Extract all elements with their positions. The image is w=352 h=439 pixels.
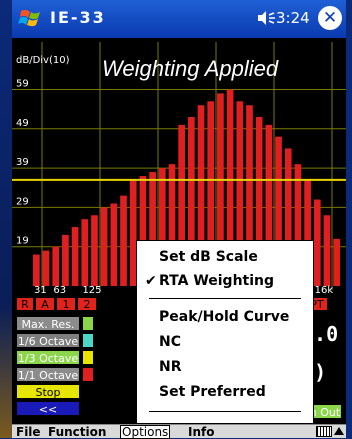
- mode-key: [82, 316, 94, 331]
- x-tick-label: 31: [34, 285, 47, 294]
- bar: [110, 203, 118, 286]
- menu-item-nr[interactable]: NR: [159, 359, 182, 375]
- sip-arrow-icon[interactable]: [334, 427, 344, 435]
- keyboard-icon[interactable]: [316, 426, 332, 437]
- windows-start-icon[interactable]: [18, 6, 44, 32]
- device-screen: IE-33 3:24 ✕ 59 49 39 29 19 31 63 125 16k dB/Div…: [12, 0, 346, 439]
- menu-item-peak-hold-curve[interactable]: Peak/Hold Curve: [159, 309, 290, 325]
- bar: [42, 250, 50, 286]
- x-tick-label: 125: [82, 285, 101, 294]
- clock[interactable]: 3:24: [276, 9, 310, 27]
- bar: [284, 148, 292, 286]
- bar: [275, 136, 282, 286]
- right-border: [344, 0, 352, 438]
- bar: [323, 215, 331, 286]
- mode-button[interactable]: 1/1 Octave: [16, 367, 80, 382]
- y-axis-label: dB/Div(10): [16, 55, 70, 66]
- bar: [52, 246, 60, 286]
- mode-key: [82, 367, 94, 382]
- bar: [139, 175, 147, 286]
- indicator-flag[interactable]: 2: [77, 297, 97, 311]
- bar: [246, 105, 253, 286]
- volume-icon[interactable]: [256, 7, 276, 29]
- rta-chart-svg: 59 49 39 29 19 31 63 125 16k: [12, 42, 346, 296]
- bar: [207, 101, 215, 286]
- bar: [120, 195, 127, 286]
- bar: [304, 179, 311, 286]
- menu-function[interactable]: Function: [48, 425, 107, 439]
- bar: [33, 254, 40, 286]
- menu-item-rta-weighting[interactable]: RTA Weighting: [159, 273, 275, 289]
- bar: [197, 105, 205, 286]
- menu-bar: File Function Options Info: [12, 424, 346, 439]
- y-tick-label: 49: [16, 118, 29, 129]
- bar: [81, 219, 89, 286]
- close-button[interactable]: ✕: [318, 6, 342, 30]
- menu-file[interactable]: File: [16, 425, 41, 439]
- y-tick-label: 29: [16, 196, 29, 207]
- mode-button[interactable]: Max. Res.: [16, 316, 80, 331]
- title-bar: IE-33 3:24 ✕: [12, 0, 346, 38]
- y-tick-label: 19: [16, 236, 29, 247]
- mode-key: [82, 333, 94, 348]
- app-title: IE-33: [50, 8, 106, 27]
- menu-separator: [149, 411, 301, 412]
- bar: [188, 117, 195, 286]
- bar: [71, 227, 79, 286]
- bar: [236, 101, 244, 286]
- bar: [168, 164, 176, 286]
- chart-title: Weighting Applied: [102, 56, 279, 81]
- options-menu: Set dB Scale ✔ RTA Weighting Peak/Hold C…: [136, 240, 314, 424]
- bar: [265, 124, 273, 286]
- bar: [100, 207, 108, 286]
- mode-button[interactable]: 1/3 Octave: [16, 350, 80, 365]
- bar: [178, 124, 185, 286]
- y-tick-label: 39: [16, 157, 29, 168]
- bar: [217, 93, 224, 286]
- bar: [158, 168, 166, 286]
- mode-button[interactable]: <<: [16, 401, 80, 416]
- y-tick-label: 59: [16, 79, 29, 90]
- bar: [294, 164, 302, 286]
- mode-button[interactable]: 1/6 Octave: [16, 333, 80, 348]
- mode-button[interactable]: Stop: [16, 384, 80, 399]
- menu-item-set-db-scale[interactable]: Set dB Scale: [159, 249, 258, 265]
- zoom-out-button[interactable]: n Out: [308, 404, 342, 419]
- bar: [313, 199, 321, 286]
- x-tick-label: 63: [53, 285, 66, 294]
- bar: [333, 238, 340, 286]
- indicator-flag[interactable]: R: [16, 297, 34, 311]
- left-border: [0, 0, 12, 438]
- indicator-flag[interactable]: A: [35, 297, 55, 311]
- menu-item-nc[interactable]: NC: [159, 334, 181, 350]
- bar: [255, 117, 263, 286]
- mode-key: [82, 350, 94, 365]
- bar: [62, 234, 69, 286]
- bar: [149, 172, 156, 286]
- menu-item-set-preferred[interactable]: Set Preferred: [159, 384, 266, 400]
- menu-options[interactable]: Options: [120, 425, 171, 439]
- check-icon: ✔: [145, 273, 157, 289]
- bar: [91, 215, 98, 286]
- x-tick-label: 16k: [315, 285, 334, 294]
- bar: [226, 89, 234, 286]
- menu-separator: [149, 298, 301, 299]
- menu-info[interactable]: Info: [188, 425, 215, 439]
- indicator-flag[interactable]: 1: [56, 297, 76, 311]
- bar: [129, 179, 137, 286]
